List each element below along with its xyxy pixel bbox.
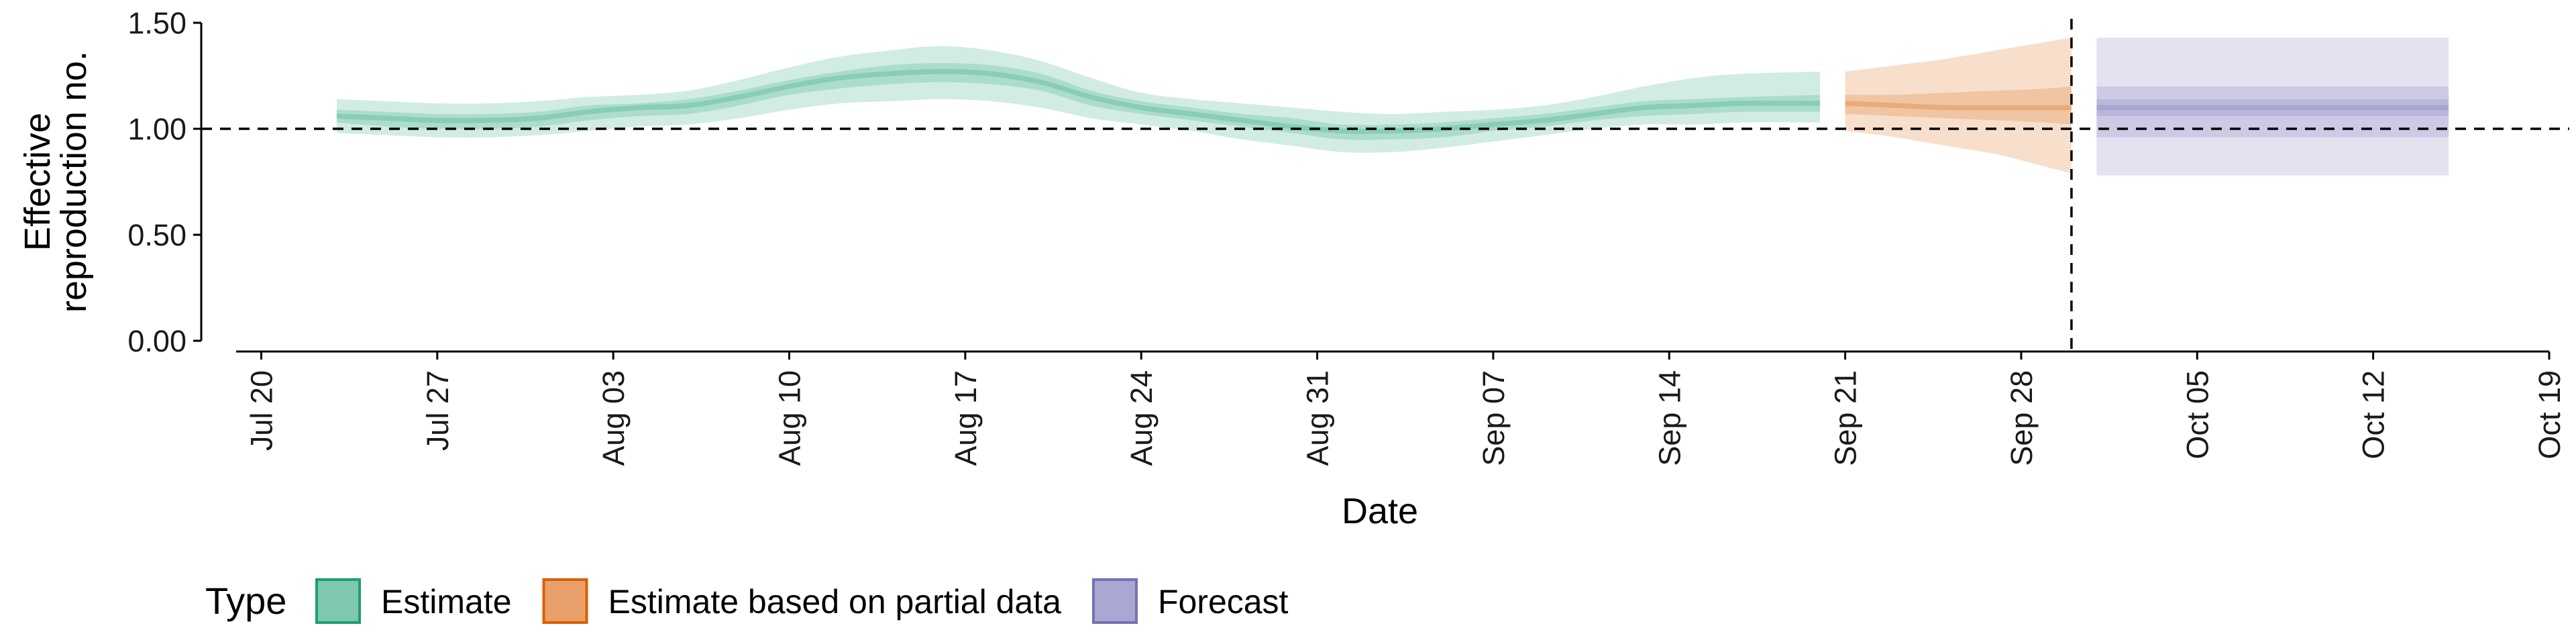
series-estimate — [336, 46, 1821, 153]
median-estimate-based-on-partial-data — [1845, 101, 2072, 111]
x-tick-label: Aug 24 — [1124, 370, 1159, 466]
x-tick-label: Sep 14 — [1652, 370, 1686, 466]
x-tick-label: Jul 20 — [244, 370, 278, 451]
x-tick-label: Aug 03 — [596, 370, 631, 466]
band-50-estimate-based-on-partial-data — [1845, 86, 2072, 125]
series-estimate-based-on-partial-data — [1845, 38, 2072, 174]
y-axis-title-line: reproduction no. — [54, 51, 94, 313]
legend-swatch — [1091, 578, 1138, 624]
legend-label: Estimate — [381, 583, 512, 621]
legend-label: Estimate based on partial data — [608, 583, 1062, 621]
band-50-forecast — [2096, 99, 2449, 116]
y-axis-title: Effectivereproduction no. — [17, 51, 94, 313]
legend-label: Forecast — [1158, 583, 1289, 621]
legend-item-forecast: Forecast — [1091, 578, 1289, 624]
x-tick-label: Sep 07 — [1477, 370, 1511, 466]
x-tick-label: Jul 27 — [421, 370, 455, 451]
x-axis-title: Date — [1342, 491, 1418, 531]
x-tick-label: Oct 19 — [2532, 370, 2567, 460]
band-90-forecast — [2096, 86, 2449, 138]
series-forecast — [2096, 38, 2449, 176]
band-50-estimate — [336, 63, 1821, 140]
plot-area — [336, 38, 2449, 176]
band-90-estimate — [336, 46, 1821, 153]
x-tick-label: Sep 21 — [1829, 370, 1863, 466]
legend: Type Estimate Estimate based on partial da… — [205, 578, 1289, 624]
legend-swatch — [315, 578, 361, 624]
y-tick-label: 1.50 — [127, 6, 186, 40]
band-90-estimate-based-on-partial-data — [1845, 38, 2072, 174]
y-tick-label: 0.00 — [127, 324, 186, 358]
y-axis-title-line: Effective — [17, 113, 58, 251]
legend-item-estimate-based-on-partial-data: Estimate based on partial data — [542, 578, 1062, 624]
legend-item-estimate: Estimate — [315, 578, 512, 624]
x-tick-label: Oct 12 — [2357, 370, 2391, 460]
band-95-forecast — [2096, 38, 2449, 176]
y-tick-label: 1.00 — [127, 112, 186, 146]
x-tick-label: Sep 28 — [2004, 370, 2039, 466]
x-tick-label: Aug 10 — [773, 370, 807, 466]
median-forecast — [2096, 105, 2449, 111]
legend-swatch — [542, 578, 588, 624]
y-axis-title-text: Effectivereproduction no. — [17, 51, 94, 313]
legend-title: Type — [205, 580, 286, 622]
y-tick-label: 0.50 — [127, 218, 186, 252]
axes: 0.00 0.50 1.00 1.50 Jul 20 Jul 27 Aug 03 Aug 10… — [127, 6, 2567, 466]
x-tick-label: Oct 05 — [2180, 370, 2214, 460]
x-tick-label: Aug 31 — [1301, 370, 1335, 466]
reference-lines — [201, 19, 2569, 352]
x-tick-label: Aug 17 — [949, 370, 983, 466]
